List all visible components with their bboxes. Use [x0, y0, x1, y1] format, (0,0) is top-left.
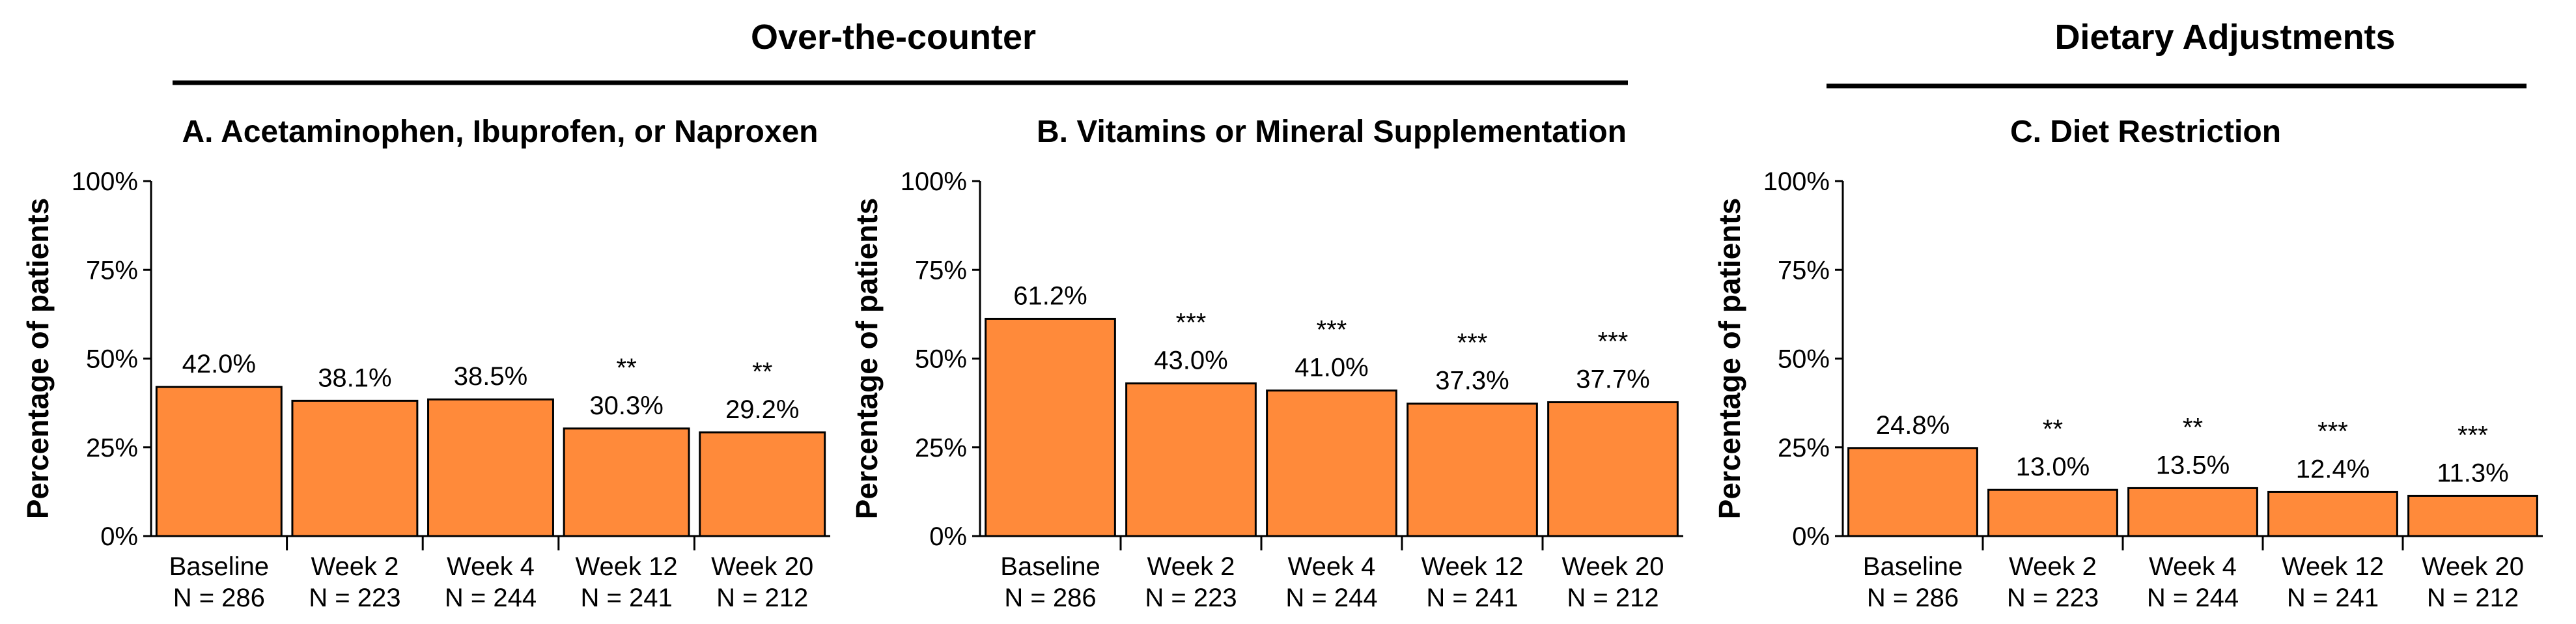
y-tick-label: 0% — [1792, 522, 1830, 551]
y-tick-label: 75% — [915, 256, 967, 285]
bar — [1847, 447, 1978, 537]
bar — [2267, 490, 2398, 537]
x-tick-sublabel: N = 212 — [2427, 584, 2519, 612]
x-tick-label: Baseline — [169, 552, 269, 581]
bar — [291, 399, 419, 537]
y-tick-label: 100% — [1763, 167, 1830, 196]
y-tick-label: 25% — [86, 434, 138, 462]
bar — [155, 386, 283, 537]
x-tick-label: Baseline — [1000, 552, 1100, 581]
x-tick-sublabel: N = 241 — [2287, 584, 2379, 612]
x-tick-label: Week 4 — [447, 552, 535, 581]
y-axis-label: Percentage of patients — [21, 198, 55, 519]
x-tick-label: Week 2 — [2009, 552, 2097, 581]
data-label: 29.2% — [725, 395, 799, 424]
data-label: 13.0% — [2016, 453, 2090, 481]
significance-marker: ** — [752, 358, 772, 386]
significance-marker: ** — [617, 354, 637, 382]
data-label: 37.3% — [1435, 367, 1509, 395]
y-tick-label: 25% — [915, 434, 967, 462]
y-tick-label: 75% — [1778, 256, 1830, 285]
x-tick-sublabel: N = 241 — [580, 584, 672, 612]
y-tick-label: 0% — [929, 522, 967, 551]
y-tick-label: 50% — [915, 345, 967, 374]
bar — [2127, 487, 2258, 537]
panel-title: A. Acetaminophen, Ibuprofen, or Naproxen — [182, 115, 819, 149]
panel-title: C. Diet Restriction — [2010, 115, 2281, 149]
x-tick-sublabel: N = 244 — [445, 584, 537, 612]
y-tick-label: 50% — [86, 345, 138, 374]
x-tick-sublabel: N = 286 — [1867, 584, 1959, 612]
x-tick-sublabel: N = 223 — [2007, 584, 2099, 612]
panel-title: B. Vitamins or Mineral Supplementation — [1037, 115, 1627, 149]
x-tick-sublabel: N = 212 — [1567, 584, 1659, 612]
x-tick-label: Week 20 — [711, 552, 813, 581]
data-label: 61.2% — [1013, 281, 1087, 310]
x-tick-sublabel: N = 244 — [2147, 584, 2239, 612]
x-tick-label: Week 12 — [2282, 552, 2384, 581]
x-tick-label: Week 20 — [2422, 552, 2524, 581]
bar — [1266, 390, 1397, 537]
data-label: 41.0% — [1295, 354, 1368, 382]
data-label: 38.5% — [454, 362, 527, 391]
significance-marker: ** — [2043, 415, 2063, 444]
data-label: 37.7% — [1576, 365, 1649, 394]
x-tick-label: Week 20 — [1561, 552, 1664, 581]
bar — [1547, 401, 1679, 537]
data-label: 43.0% — [1154, 347, 1227, 375]
data-label: 38.1% — [318, 363, 391, 392]
y-tick-label: 100% — [72, 167, 138, 196]
bar — [1987, 489, 2118, 537]
x-tick-sublabel: N = 244 — [1285, 584, 1377, 612]
x-tick-sublabel: N = 212 — [716, 584, 808, 612]
significance-marker: *** — [1317, 316, 1347, 345]
x-tick-label: Baseline — [1863, 552, 1963, 581]
x-tick-sublabel: N = 241 — [1426, 584, 1518, 612]
data-label: 24.8% — [1876, 411, 1950, 440]
y-tick-label: 0% — [100, 522, 138, 551]
group-title: Over-the-counter — [751, 18, 1036, 57]
bar — [1407, 403, 1538, 537]
y-tick-label: 100% — [901, 167, 967, 196]
y-tick-label: 25% — [1778, 434, 1830, 462]
significance-marker: *** — [1457, 329, 1488, 358]
group-title: Dietary Adjustments — [2054, 18, 2395, 57]
data-label: 12.4% — [2296, 455, 2370, 483]
x-tick-sublabel: N = 223 — [309, 584, 400, 612]
bar — [1125, 382, 1257, 537]
data-label: 42.0% — [182, 350, 256, 378]
bar — [699, 431, 826, 537]
significance-marker: *** — [2317, 417, 2348, 446]
x-tick-label: Week 4 — [2149, 552, 2237, 581]
x-tick-label: Week 2 — [311, 552, 399, 581]
bar — [985, 317, 1116, 537]
y-axis-label: Percentage of patients — [1713, 198, 1746, 519]
x-tick-label: Week 12 — [576, 552, 678, 581]
significance-marker: *** — [1176, 309, 1207, 337]
y-tick-label: 75% — [86, 256, 138, 285]
x-tick-label: Week 2 — [1147, 552, 1235, 581]
x-tick-sublabel: N = 286 — [173, 584, 265, 612]
x-tick-sublabel: N = 286 — [1004, 584, 1096, 612]
significance-marker: *** — [2457, 421, 2488, 449]
data-label: 13.5% — [2156, 451, 2230, 479]
data-label: 30.3% — [589, 391, 663, 420]
bar — [2407, 494, 2538, 537]
y-tick-label: 50% — [1778, 345, 1830, 374]
y-axis-label: Percentage of patients — [850, 198, 884, 519]
bar — [427, 398, 554, 537]
x-tick-sublabel: N = 223 — [1145, 584, 1237, 612]
significance-marker: *** — [1598, 328, 1629, 356]
bar — [563, 427, 690, 537]
data-label: 11.3% — [2437, 459, 2508, 487]
x-tick-label: Week 4 — [1288, 552, 1376, 581]
significance-marker: ** — [2183, 413, 2203, 442]
x-tick-label: Week 12 — [1421, 552, 1523, 581]
